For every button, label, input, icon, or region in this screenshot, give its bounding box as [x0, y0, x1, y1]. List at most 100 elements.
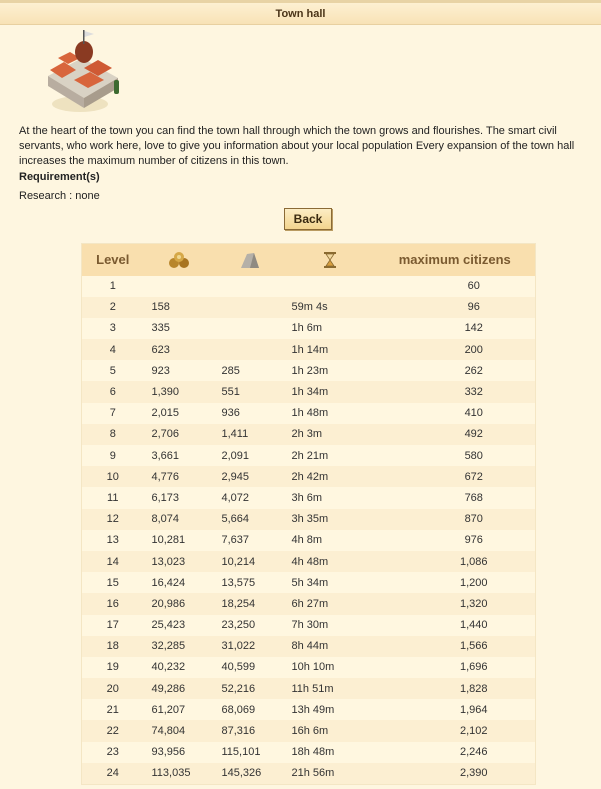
cell-wood: 335 [143, 317, 215, 340]
table-row: 24 113,035 145,326 21h 56m 2,390 [81, 762, 536, 784]
cell-stone: 5,664 [214, 508, 285, 530]
cell-wood: 40,232 [143, 656, 215, 679]
cell-citizens: 142 [374, 317, 536, 340]
table-row: 8 2,706 1,411 2h 3m 492 [81, 423, 536, 445]
cell-wood: 25,423 [143, 614, 215, 636]
cell-stone: 285 [214, 360, 285, 382]
level-header: Level [81, 243, 144, 276]
cell-citizens: 200 [374, 339, 536, 361]
cell-wood: 49,286 [143, 678, 215, 700]
cell-citizens: 1,696 [374, 656, 536, 679]
cell-citizens: 2,246 [374, 741, 536, 763]
cell-citizens: 1,086 [374, 550, 536, 573]
cell-time: 1h 23m [284, 360, 375, 382]
cell-citizens: 768 [374, 487, 536, 509]
table-row: 4 623 1h 14m 200 [81, 339, 536, 361]
table-row: 7 2,015 936 1h 48m 410 [81, 402, 536, 424]
cell-time: 13h 49m [284, 699, 375, 721]
cell-citizens: 1,320 [374, 593, 536, 615]
cell-stone [214, 275, 285, 297]
town-hall-image [48, 30, 119, 112]
table-row: 19 40,232 40,599 10h 10m 1,696 [81, 656, 536, 679]
cell-level: 3 [81, 317, 144, 340]
cell-citizens: 332 [374, 381, 536, 403]
table-row: 13 10,281 7,637 4h 8m 976 [81, 529, 536, 551]
cell-wood: 623 [143, 339, 215, 361]
cell-wood: 93,956 [143, 741, 215, 763]
table-row: 5 923 285 1h 23m 262 [81, 360, 536, 382]
table-row: 2 158 59m 4s 96 [81, 296, 536, 318]
table-row: 1 60 [81, 275, 536, 297]
cell-level: 2 [81, 296, 144, 318]
cell-wood: 2,706 [143, 423, 215, 445]
cell-wood: 3,661 [143, 445, 215, 467]
table-row: 11 6,173 4,072 3h 6m 768 [81, 487, 536, 509]
cell-time: 5h 34m [284, 572, 375, 594]
cell-stone [214, 339, 285, 361]
cell-level: 14 [81, 550, 144, 573]
stone-icon [240, 252, 259, 268]
cell-level: 1 [81, 275, 144, 297]
cell-level: 21 [81, 699, 144, 721]
table-row: 16 20,986 18,254 6h 27m 1,320 [81, 593, 536, 615]
cell-level: 22 [81, 720, 144, 742]
requirements-heading: Requirement(s) [19, 171, 100, 183]
table-row: 15 16,424 13,575 5h 34m 1,200 [81, 572, 536, 594]
cell-time: 3h 6m [284, 487, 375, 509]
cell-citizens: 410 [374, 402, 536, 424]
cell-stone: 68,069 [214, 699, 285, 721]
cell-time: 8h 44m [284, 635, 375, 657]
cell-level: 12 [81, 508, 144, 530]
table-header: Level maximum citizens [81, 243, 536, 276]
cell-time [284, 275, 375, 297]
cell-wood: 61,207 [143, 699, 215, 721]
table-row: 12 8,074 5,664 3h 35m 870 [81, 508, 536, 530]
cell-stone: 31,022 [214, 635, 285, 657]
cell-level: 19 [81, 656, 144, 679]
cell-time: 3h 35m [284, 508, 375, 530]
table-row: 22 74,804 87,316 16h 6m 2,102 [81, 720, 536, 742]
cell-level: 17 [81, 614, 144, 636]
cell-wood: 6,173 [143, 487, 215, 509]
wood-icon [169, 251, 189, 268]
cell-time: 2h 42m [284, 466, 375, 488]
back-button[interactable]: Back [284, 208, 332, 230]
cell-citizens: 2,390 [374, 762, 536, 784]
cell-citizens: 262 [374, 360, 536, 382]
table-row: 18 32,285 31,022 8h 44m 1,566 [81, 635, 536, 657]
cell-citizens: 96 [374, 296, 536, 318]
table-row: 23 93,956 115,101 18h 48m 2,246 [81, 741, 536, 763]
cell-citizens: 1,964 [374, 699, 536, 721]
cell-citizens: 870 [374, 508, 536, 530]
table-row: 3 335 1h 6m 142 [81, 317, 536, 340]
table-row: 21 61,207 68,069 13h 49m 1,964 [81, 699, 536, 721]
cell-wood: 4,776 [143, 466, 215, 488]
cell-citizens: 492 [374, 423, 536, 445]
cell-citizens: 672 [374, 466, 536, 488]
level-table: Level maximum citizens 1 60 2 158 59m 4s 96 3 3… [81, 243, 536, 785]
hourglass-icon [323, 251, 336, 268]
cell-level: 15 [81, 572, 144, 594]
table-row: 20 49,286 52,216 11h 51m 1,828 [81, 678, 536, 700]
cell-time: 2h 21m [284, 445, 375, 467]
cell-time: 4h 8m [284, 529, 375, 551]
cell-wood: 2,015 [143, 402, 215, 424]
cell-time: 16h 6m [284, 720, 375, 742]
cell-level: 10 [81, 466, 144, 488]
cell-stone: 87,316 [214, 720, 285, 742]
cell-time: 10h 10m [284, 656, 375, 679]
cell-level: 4 [81, 339, 144, 361]
page-title: Town hall [0, 3, 601, 25]
cell-time: 1h 34m [284, 381, 375, 403]
cell-stone: 145,326 [214, 762, 285, 784]
cell-time: 4h 48m [284, 550, 375, 573]
cell-time: 7h 30m [284, 614, 375, 636]
cell-time: 2h 3m [284, 423, 375, 445]
cell-stone: 13,575 [214, 572, 285, 594]
citizens-header: maximum citizens [374, 243, 536, 276]
cell-stone: 551 [214, 381, 285, 403]
cell-level: 5 [81, 360, 144, 382]
cell-wood: 74,804 [143, 720, 215, 742]
table-row: 6 1,390 551 1h 34m 332 [81, 381, 536, 403]
cell-wood: 1,390 [143, 381, 215, 403]
